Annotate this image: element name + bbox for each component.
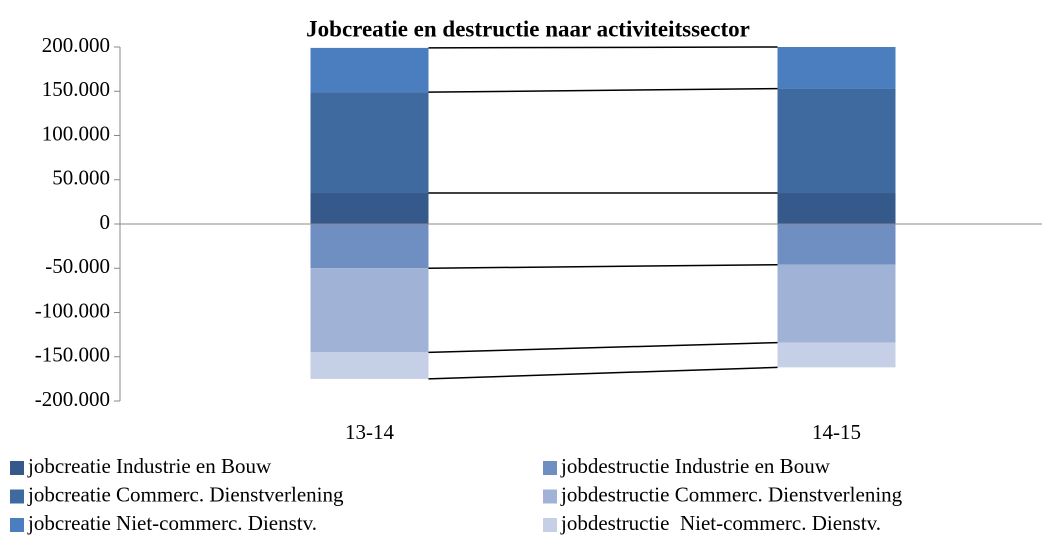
series-line	[428, 366, 778, 380]
legend-label: jobdestructie Industrie en Bouw	[560, 454, 831, 478]
legend-label: jobcreatie Industrie en Bouw	[27, 454, 272, 478]
series-line	[428, 341, 778, 354]
series-line	[428, 263, 778, 269]
legend-swatch	[543, 489, 557, 504]
legend-label: jobcreatie Commerc. Dienstverlening	[27, 482, 344, 506]
bar-segment	[310, 268, 429, 353]
y-tick-label: -50.000	[45, 254, 110, 278]
bar-segment	[310, 224, 429, 269]
y-tick-label: -150.000	[35, 343, 110, 367]
y-tick-label: -100.000	[35, 298, 110, 322]
bar-segment	[310, 193, 429, 224]
legend-swatch	[10, 461, 24, 475]
x-tick-label: 13-14	[345, 420, 394, 444]
legend-label: jobcreatie Niet-commerc. Dienstv.	[27, 511, 317, 535]
bar-segment	[777, 193, 896, 224]
y-tick-label: -200.000	[35, 387, 110, 411]
chart-title: Jobcreatie en destructie naar activiteit…	[306, 16, 750, 41]
bar-segment	[310, 92, 429, 194]
y-tick-label: 0	[100, 210, 111, 234]
bar-segment	[310, 47, 429, 93]
y-tick-label: 50.000	[52, 166, 110, 190]
bar-segment	[777, 264, 896, 343]
legend-label: jobdestructie Niet-commerc. Dienstv.	[560, 511, 881, 535]
legend-label: jobdestructie Commerc. Dienstverlening	[560, 482, 903, 506]
x-tick-label: 14-15	[812, 420, 861, 444]
legend-swatch	[10, 518, 24, 532]
y-tick-label: 100.000	[42, 121, 110, 145]
legend-swatch	[10, 489, 24, 504]
bar-segment	[777, 47, 896, 89]
bar-segment	[777, 342, 896, 368]
legend-swatch	[543, 461, 557, 475]
bar-segment	[310, 352, 429, 379]
bar-segment	[777, 88, 896, 194]
y-tick-label: 200.000	[42, 33, 110, 57]
bar-segment	[777, 224, 896, 265]
y-tick-label: 150.000	[42, 77, 110, 101]
series-line	[428, 87, 778, 93]
series-line	[428, 46, 778, 49]
legend-swatch	[543, 518, 557, 532]
